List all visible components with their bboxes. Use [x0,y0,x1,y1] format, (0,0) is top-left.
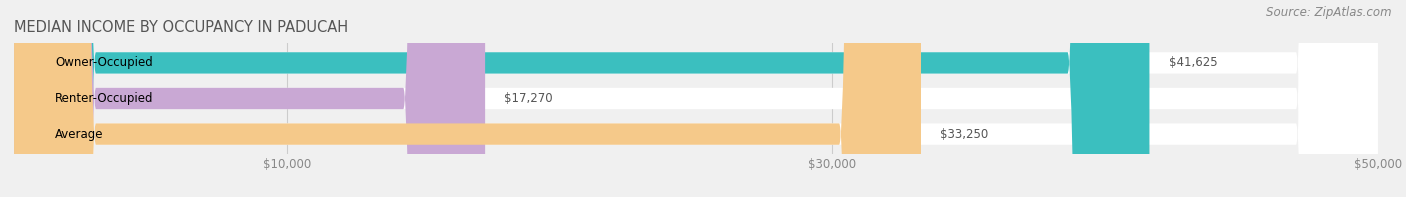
FancyBboxPatch shape [14,0,1150,197]
Text: $33,250: $33,250 [941,128,988,141]
Text: MEDIAN INCOME BY OCCUPANCY IN PADUCAH: MEDIAN INCOME BY OCCUPANCY IN PADUCAH [14,20,349,35]
Text: Average: Average [55,128,104,141]
FancyBboxPatch shape [14,0,485,197]
FancyBboxPatch shape [14,0,1378,197]
Text: $17,270: $17,270 [505,92,553,105]
FancyBboxPatch shape [14,0,921,197]
Text: Owner-Occupied: Owner-Occupied [55,56,153,69]
Text: $41,625: $41,625 [1168,56,1218,69]
Text: Source: ZipAtlas.com: Source: ZipAtlas.com [1267,6,1392,19]
FancyBboxPatch shape [14,0,1378,197]
FancyBboxPatch shape [14,0,1378,197]
Text: Renter-Occupied: Renter-Occupied [55,92,153,105]
